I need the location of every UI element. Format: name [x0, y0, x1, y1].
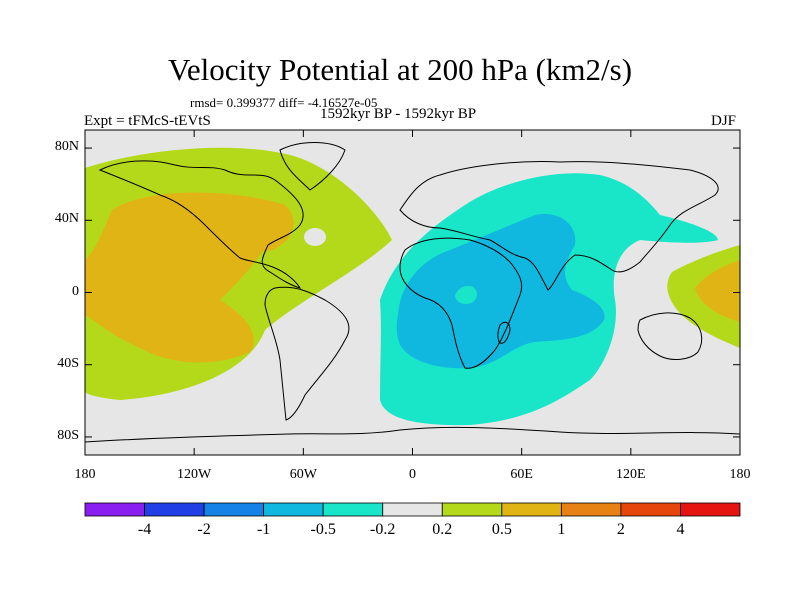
experiment-label: Expt = tFMcS-tEVtS: [84, 113, 211, 129]
colorbar-label: 1: [557, 521, 566, 538]
colorbar-swatch: [203, 502, 265, 517]
colorbar: [84, 502, 741, 517]
x-tick-label: 0: [409, 467, 416, 482]
colorbar-label: 0.2: [432, 521, 453, 538]
colorbar-swatch: [263, 502, 324, 517]
coastline-north-america: [98, 160, 304, 289]
x-tick-label: 180: [74, 467, 96, 482]
colorbar-swatch: [382, 502, 443, 517]
colorbar-label: 0.5: [491, 521, 512, 538]
colorbar-label: 2: [616, 521, 625, 538]
contour-positive-0.5: [85, 192, 294, 363]
x-tick-label: 120W: [177, 467, 212, 482]
coastline-australia: [637, 312, 703, 360]
coastline-south-america: [264, 286, 350, 421]
colorbar-label: -2: [197, 521, 211, 538]
colorbar-swatch: [84, 502, 145, 517]
colorbar-swatch: [560, 502, 622, 517]
colorbar-swatch: [680, 502, 741, 517]
y-tick-label: 0: [72, 283, 79, 299]
figure-title: Velocity Potential at 200 hPa (km2/s): [167, 52, 633, 87]
colorbar-label: -4: [137, 521, 152, 538]
neutral-hole: [304, 228, 326, 246]
contour-fills: [85, 147, 740, 426]
y-tick-label: 80S: [57, 427, 79, 443]
period-text: 1592kyr BP - 1592kyr BP: [320, 106, 477, 122]
axis-ticks: [84, 130, 741, 455]
x-tick-label: 60W: [289, 467, 317, 482]
colorbar-label: 4: [676, 521, 685, 538]
colorbar-swatch: [322, 502, 384, 517]
contour-positive-dateline-0.5: [695, 260, 740, 322]
x-tick-label: 60E: [510, 467, 533, 482]
colorbar-swatch: [501, 502, 562, 517]
coastline-antarctica: [85, 426, 740, 443]
y-tick-label: 40N: [54, 211, 79, 227]
contour-inner-ring: [455, 286, 477, 305]
colorbar-label: -0.5: [310, 521, 336, 538]
colorbar-swatch: [441, 502, 503, 517]
coastline-eurasia: [399, 161, 719, 291]
y-tick-label: 40S: [57, 355, 79, 371]
contour-negative-0.5: [396, 214, 605, 369]
y-tick-label: 80N: [54, 139, 79, 155]
coastline-greenland: [279, 142, 346, 191]
colorbar-label: -0.2: [370, 521, 396, 538]
colorbar-swatch: [144, 502, 205, 517]
season-label: DJF: [711, 113, 737, 129]
x-tick-label: 120E: [616, 467, 646, 482]
stats-text: rmsd= 0.399377 diff= -4.16527e-05: [190, 95, 378, 110]
coastlines: [85, 142, 740, 443]
coastline-madagascar: [497, 321, 511, 344]
coastline-africa: [399, 237, 523, 369]
colorbar-swatch: [620, 502, 681, 517]
colorbar-label: -1: [256, 521, 271, 538]
x-tick-label: 180: [729, 467, 751, 482]
